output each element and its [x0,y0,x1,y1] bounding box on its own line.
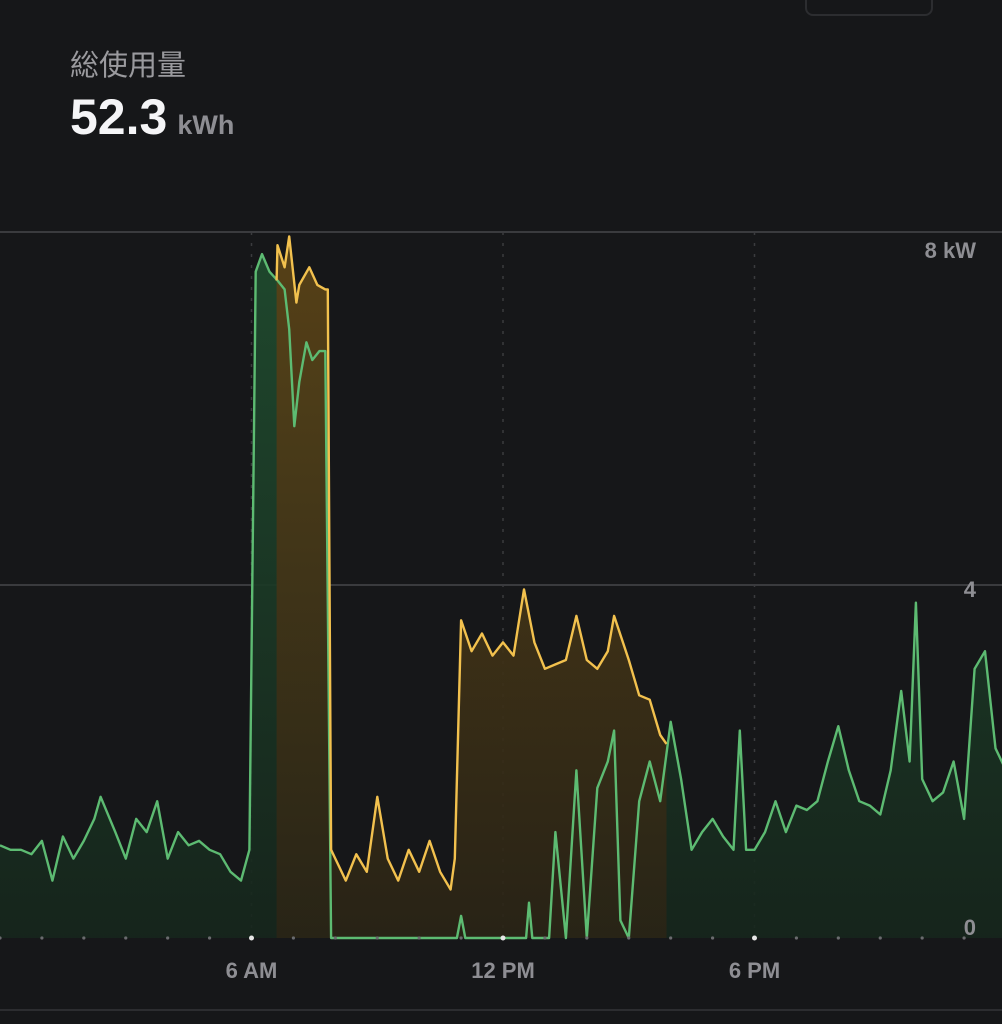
hour-dot [585,936,589,940]
hour-dot [752,935,757,941]
total-usage-value: 52.3 [70,89,168,145]
hour-dot [375,936,379,940]
hour-dot [627,936,631,940]
y-tick-label: 8 kW [925,238,977,263]
hour-dot [124,936,128,940]
total-usage-label: 総使用量 [70,48,187,82]
hour-dot [543,936,547,940]
hour-dot [878,936,882,940]
hour-dot [794,936,799,940]
hour-dot [82,936,86,940]
hour-dot [459,936,463,940]
y-tick-label: 4 [964,577,977,602]
hour-dot [166,936,170,940]
series-2-line [275,235,668,891]
series-2-area [276,236,667,938]
series-1-line [0,252,1002,940]
total-usage: 52.3 kWh [70,88,234,146]
hour-dot [669,936,673,940]
hour-dot [40,936,44,940]
hour-dot [333,936,337,940]
hour-dot [962,936,966,940]
hour-dot [249,935,254,941]
x-tick-label: 6 PM [729,958,780,983]
hour-dot [291,936,296,940]
total-usage-unit: kWh [177,110,235,140]
hour-dot [0,936,2,940]
x-tick-label: 6 AM [226,958,278,983]
y-tick-label: 0 [964,915,976,940]
x-tick-label: 12 PM [471,958,535,983]
hour-dot [836,936,840,940]
hour-dot [710,936,715,940]
hour-dot [920,936,924,940]
hour-dot [207,936,212,940]
hour-dot [417,936,421,940]
top-right-button[interactable] [805,0,933,16]
hour-dot [500,935,506,941]
